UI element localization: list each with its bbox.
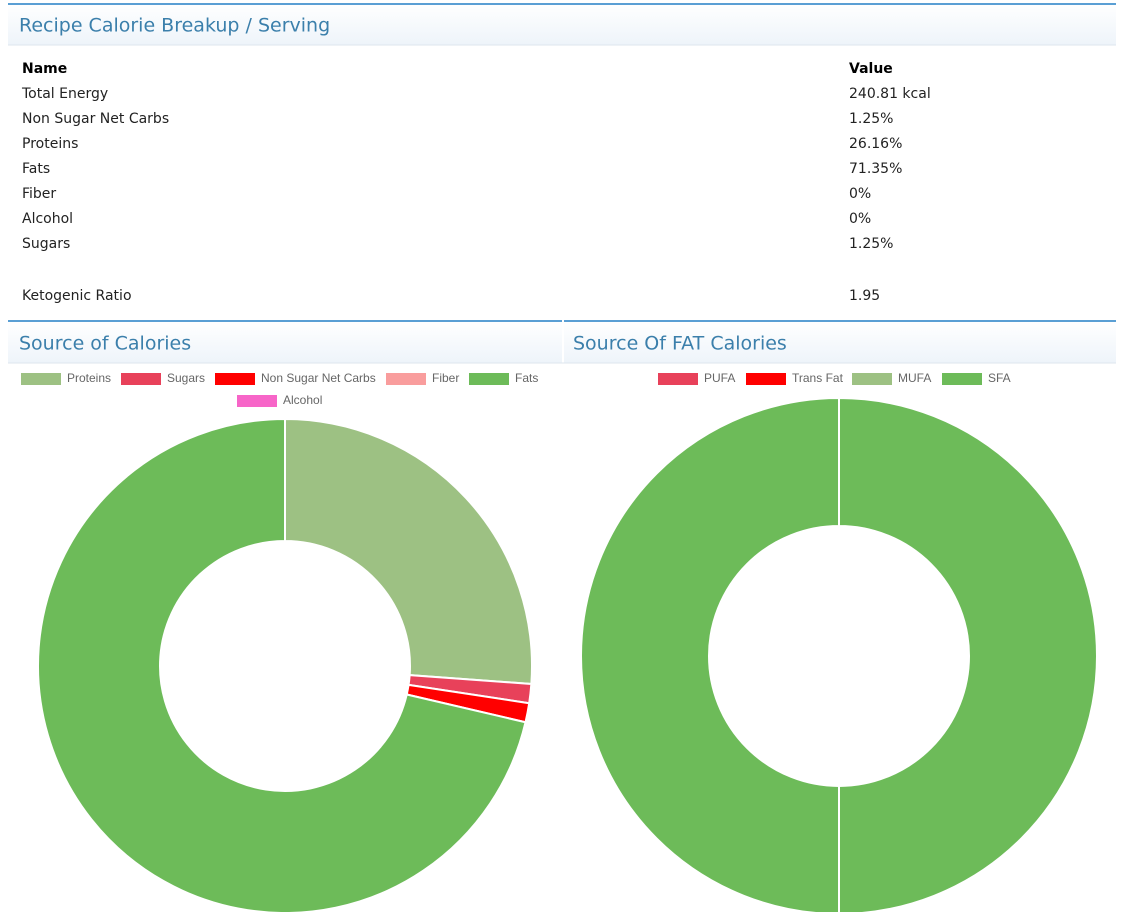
legend-label: Fats <box>515 371 538 385</box>
cell: 1.95 <box>849 288 880 304</box>
legend-label: Proteins <box>67 371 111 385</box>
cell: Total Energy <box>21 86 108 102</box>
legend-label: Non Sugar Net Carbs <box>261 371 376 385</box>
cell: 71.35% <box>849 161 902 177</box>
chart-title: Source of Calories <box>19 333 191 355</box>
cell: 0% <box>849 186 871 202</box>
panel-header <box>8 3 1116 45</box>
cell: 26.16% <box>849 136 902 152</box>
legend-label: Alcohol <box>283 393 322 407</box>
legend-swatch <box>21 373 61 385</box>
panel-border <box>8 3 1116 5</box>
cell: 1.25% <box>849 111 893 127</box>
legend-label: Sugars <box>167 371 205 385</box>
slice <box>580 396 1098 912</box>
panel-header <box>564 322 1116 363</box>
cell: Non Sugar Net Carbs <box>22 111 169 127</box>
legend-swatch <box>215 373 255 385</box>
column-header: Name <box>22 61 67 77</box>
cell: Fiber <box>22 186 56 202</box>
legend-swatch <box>386 373 426 385</box>
legend-swatch <box>469 373 509 385</box>
legend-swatch <box>237 395 277 407</box>
legend-swatch <box>852 373 892 385</box>
column-header: Value <box>849 61 893 77</box>
panel-border <box>8 320 562 322</box>
legend-label: PUFA <box>704 371 735 385</box>
cell: 0% <box>849 211 871 227</box>
panel-header <box>8 322 562 363</box>
legend-swatch <box>121 373 161 385</box>
legend-swatch <box>942 373 982 385</box>
slice <box>284 417 533 686</box>
legend-swatch <box>746 373 786 385</box>
legend-label: SFA <box>988 371 1011 385</box>
cell: Ketogenic Ratio <box>22 288 132 304</box>
legend-label: MUFA <box>898 371 931 385</box>
cell: Proteins <box>22 136 78 152</box>
legend-swatch <box>658 373 698 385</box>
panel-title: Recipe Calorie Breakup / Serving <box>19 15 330 37</box>
legend-label: Trans Fat <box>792 371 844 385</box>
slice <box>37 417 527 912</box>
cell: 1.25% <box>849 236 893 252</box>
cell: 240.81 kcal <box>849 86 931 102</box>
panel-border <box>564 320 1116 322</box>
cell: Alcohol <box>22 211 73 227</box>
cell: Fats <box>22 161 50 177</box>
legend-label: Fiber <box>432 371 459 385</box>
chart-title: Source Of FAT Calories <box>573 333 787 355</box>
cell: Sugars <box>22 236 70 252</box>
